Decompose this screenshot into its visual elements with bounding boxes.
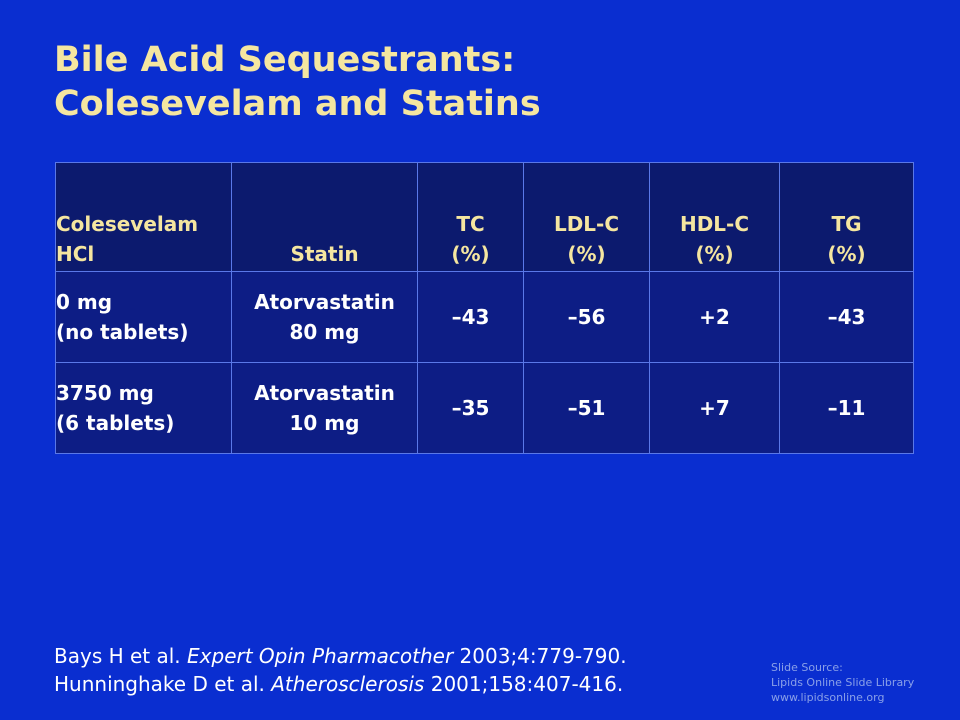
- header-hdl-c: HDL-C (%): [649, 162, 780, 272]
- table-header-row: Colesevelam HCl Statin TC (%) LDL-C (%) …: [55, 162, 914, 272]
- reference-2: Hunninghake D et al. Atherosclerosis 200…: [54, 672, 624, 696]
- header-statin: Statin: [231, 162, 418, 272]
- table-row: 3750 mg (6 tablets) Atorvastatin 10 mg –…: [55, 362, 914, 454]
- cell-tc: –43: [417, 271, 524, 363]
- slide-title-line-2: Colesevelam and Statins: [54, 84, 541, 124]
- header-tg: TG (%): [779, 162, 914, 272]
- cell-ldl-c: –51: [523, 362, 650, 454]
- source-label: Slide Source:: [771, 661, 843, 674]
- cell-ldl-c: –56: [523, 271, 650, 363]
- cell-hdl-c: +7: [649, 362, 780, 454]
- cell-dose: 0 mg (no tablets): [55, 271, 232, 363]
- slide-title: Bile Acid Sequestrants: Colesevelam and …: [54, 38, 541, 126]
- source-url: www.lipidsonline.org: [771, 691, 885, 704]
- results-table: Colesevelam HCl Statin TC (%) LDL-C (%) …: [55, 162, 914, 454]
- references: Bays H et al. Expert Opin Pharmacother 2…: [54, 642, 627, 698]
- header-colesevelam: Colesevelam HCl: [55, 162, 232, 272]
- cell-dose: 3750 mg (6 tablets): [55, 362, 232, 454]
- header-tc: TC (%): [417, 162, 524, 272]
- reference-1: Bays H et al. Expert Opin Pharmacother 2…: [54, 644, 627, 668]
- source-library: Lipids Online Slide Library: [771, 676, 915, 689]
- cell-hdl-c: +2: [649, 271, 780, 363]
- cell-tg: –43: [779, 271, 914, 363]
- table-row: 0 mg (no tablets) Atorvastatin 80 mg –43…: [55, 271, 914, 363]
- header-ldl-c: LDL-C (%): [523, 162, 650, 272]
- cell-statin: Atorvastatin 10 mg: [231, 362, 418, 454]
- cell-statin: Atorvastatin 80 mg: [231, 271, 418, 363]
- cell-tc: –35: [417, 362, 524, 454]
- slide-title-line-1: Bile Acid Sequestrants:: [54, 40, 516, 80]
- slide-source: Slide Source: Lipids Online Slide Librar…: [771, 660, 914, 705]
- cell-tg: –11: [779, 362, 914, 454]
